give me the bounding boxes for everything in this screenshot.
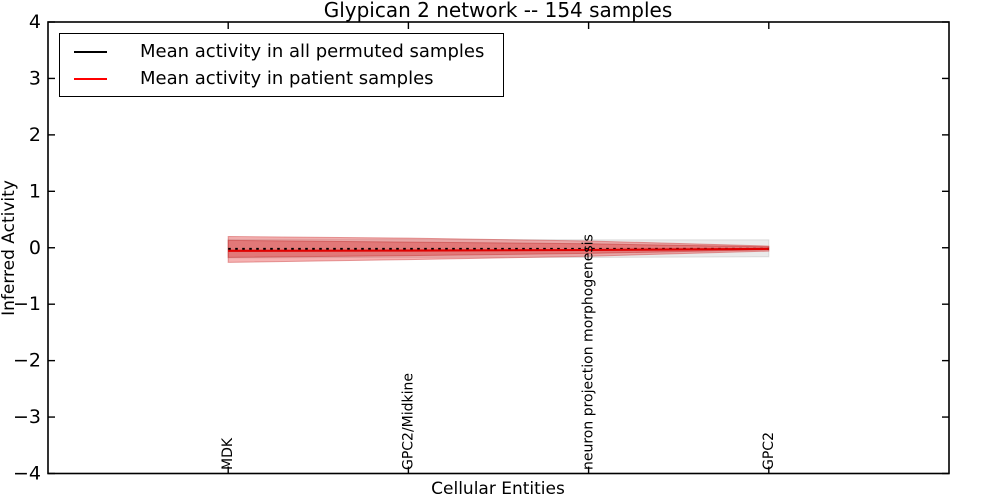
y-tick-label: −1 bbox=[13, 293, 41, 315]
chart-title: Glypican 2 network -- 154 samples bbox=[324, 0, 673, 22]
legend-label-permuted: Mean activity in all permuted samples bbox=[140, 41, 485, 62]
y-tick-label: −4 bbox=[13, 463, 41, 485]
legend-item-permuted: Mean activity in all permuted samples bbox=[74, 41, 503, 62]
y-tick-label: 1 bbox=[29, 180, 41, 202]
plot-area: −4 −3 −2 −1 0 1 2 3 4 MDK GPC2/Midkine neuron proje… bbox=[13, 11, 949, 485]
y-tick-label: −3 bbox=[13, 406, 41, 428]
patient-line-swatch bbox=[74, 77, 107, 80]
legend-item-patient: Mean activity in patient samples bbox=[74, 68, 503, 89]
x-axis-label: Cellular Entities bbox=[431, 479, 565, 499]
permuted-line-swatch bbox=[74, 50, 107, 53]
y-axis-label: Inferred Activity bbox=[0, 180, 19, 316]
y-tick-label: 0 bbox=[29, 237, 41, 259]
y-tick-label: 2 bbox=[29, 124, 41, 146]
axes-frame bbox=[47, 21, 950, 475]
legend: Mean activity in all permuted samples Me… bbox=[59, 33, 504, 97]
y-tick-label: 4 bbox=[29, 11, 41, 33]
patient-mean-line bbox=[228, 247, 769, 252]
x-tick-label: GPC2 bbox=[761, 432, 777, 470]
x-tick-label: MDK bbox=[220, 437, 236, 470]
y-tick-label: −2 bbox=[13, 350, 41, 372]
x-tick-label: neuron projection morphogenesis bbox=[581, 234, 597, 470]
y-tick-label: 3 bbox=[29, 67, 41, 89]
x-tick-label: GPC2/Midkine bbox=[400, 373, 416, 470]
legend-label-patient: Mean activity in patient samples bbox=[140, 68, 434, 89]
